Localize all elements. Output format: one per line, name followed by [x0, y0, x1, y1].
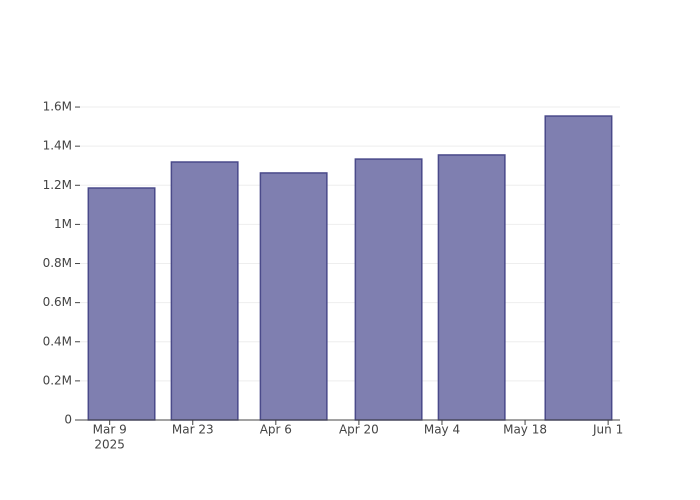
x-tick-label: Mar 9 — [93, 423, 127, 437]
y-tick-label: 1.6M — [43, 100, 72, 114]
y-tick-label: 0 — [64, 413, 72, 427]
bar — [544, 115, 613, 421]
bar — [87, 187, 156, 421]
bar — [437, 154, 506, 421]
x-tick-label: Jun 1 — [592, 423, 623, 437]
bar — [259, 172, 328, 421]
y-tick-label: 0.4M — [43, 334, 72, 348]
x-tick-label: Apr 20 — [339, 423, 379, 437]
y-tick-label: 1.4M — [43, 139, 72, 153]
x-tick-label: May 4 — [424, 423, 460, 437]
y-tick-label: 1M — [54, 217, 72, 231]
x-tick-label: May 18 — [503, 423, 547, 437]
y-tick-label: 0.6M — [43, 295, 72, 309]
x-tick-label: Mar 23 — [172, 423, 214, 437]
x-year-label: 2025 — [94, 438, 125, 452]
y-tick-label: 0.2M — [43, 373, 72, 387]
bar — [170, 161, 239, 421]
bar — [354, 158, 423, 421]
x-tick-label: Apr 6 — [260, 423, 292, 437]
y-tick-label: 1.2M — [43, 178, 72, 192]
y-tick-label: 0.8M — [43, 256, 72, 270]
